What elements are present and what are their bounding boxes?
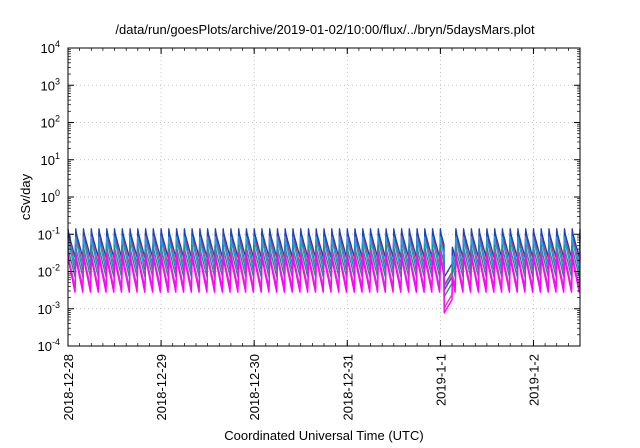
y-tick-label: 104	[41, 39, 60, 56]
y-tick-exponent: -2	[52, 263, 60, 273]
y-axis-label: cSv/day	[18, 173, 33, 220]
y-tick-label: 102	[41, 114, 60, 131]
x-tick-label: 2019-1-2	[526, 354, 541, 406]
x-tick-label: 2018-12-31	[340, 354, 355, 421]
series-layer	[67, 228, 581, 314]
y-tick-exponent: 1	[55, 151, 60, 161]
series-line-4	[67, 236, 581, 288]
grid	[67, 47, 580, 347]
x-tick-label: 2018-12-29	[154, 354, 169, 421]
x-tick-label: 2018-12-28	[61, 354, 76, 421]
y-tick-label: 10-1	[38, 225, 60, 242]
chart-title: /data/run/goesPlots/archive/2019-01-02/1…	[115, 22, 535, 37]
ticks	[67, 47, 581, 347]
y-tick-exponent: -4	[52, 337, 60, 347]
x-tick-labels: 2018-12-28 2018-12-29 2018-12-30 2018-12-31…	[61, 354, 541, 421]
y-tick-label: 10-2	[38, 263, 60, 280]
series-line-5	[67, 244, 581, 298]
x-axis-label: Coordinated Universal Time (UTC)	[224, 428, 423, 443]
y-tick-exponent: 2	[55, 114, 60, 124]
series-line-3	[67, 228, 581, 278]
y-tick-exponent: -3	[52, 300, 60, 310]
y-tick-label: 10-3	[38, 300, 60, 317]
series-line-6	[67, 250, 581, 309]
y-tick-exponent: 4	[55, 39, 60, 49]
x-tick-label: 2019-1-1	[433, 354, 448, 406]
y-tick-label: 103	[41, 76, 60, 93]
x-tick-label: 2018-12-30	[247, 354, 262, 421]
y-tick-exponent: -1	[52, 225, 60, 235]
y-tick-label: 100	[41, 188, 60, 205]
y-tick-label: 10-4	[38, 337, 60, 354]
y-tick-exponent: 0	[55, 188, 60, 198]
y-tick-exponent: 3	[55, 76, 60, 86]
series-line-7	[67, 254, 581, 314]
y-tick-label: 101	[41, 151, 60, 168]
